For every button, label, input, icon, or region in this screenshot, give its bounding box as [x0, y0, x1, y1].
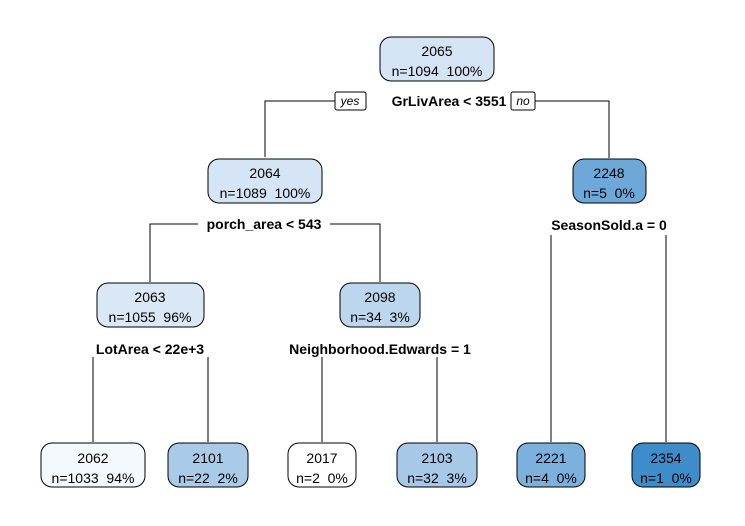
leaf-3-value: 2017: [306, 450, 337, 466]
node-left-left-box: [96, 282, 205, 328]
leaf-2-box: [167, 442, 249, 488]
no-label: no: [516, 94, 530, 108]
leaf-2-value: 2101: [192, 450, 223, 466]
tree-edges: [92, 100, 667, 442]
node-left-right-value: 2098: [364, 289, 395, 305]
leaf-5-stats: n=4 0%: [525, 470, 577, 486]
yes-label: yes: [340, 94, 360, 108]
node-right-box: [572, 158, 647, 204]
leaf-6-value: 2354: [650, 450, 681, 466]
node-right-stats: n=5 0%: [583, 185, 635, 201]
leaf-2: 2101 n=22 2%: [167, 442, 249, 488]
split-left-left-label: LotArea < 22e+3: [96, 341, 204, 357]
leaf-4: 2103 n=32 3%: [396, 442, 478, 488]
node-right-value: 2248: [593, 165, 624, 181]
node-left-stats: n=1089 100%: [220, 185, 311, 201]
node-left-left-value: 2063: [134, 289, 165, 305]
node-root-stats: n=1094 100%: [392, 63, 483, 79]
leaf-4-stats: n=32 3%: [407, 470, 467, 486]
node-left-right-stats: n=34 3%: [350, 309, 410, 325]
split-left-right-label: Neighborhood.Edwards = 1: [289, 341, 471, 357]
node-root-value: 2065: [421, 43, 452, 59]
edge-root-no: [535, 100, 610, 158]
leaf-5: 2221 n=4 0%: [516, 442, 586, 488]
leaf-6-stats: n=1 0%: [640, 470, 692, 486]
node-left-left: 2063 n=1055 96%: [96, 282, 205, 328]
leaf-4-value: 2103: [421, 450, 452, 466]
leaf-3-box: [287, 442, 357, 488]
leaf-3-stats: n=2 0%: [296, 470, 348, 486]
node-left-left-stats: n=1055 96%: [109, 309, 192, 325]
leaf-5-value: 2221: [535, 450, 566, 466]
leaf-2-stats: n=22 2%: [178, 470, 238, 486]
edge-left-no: [330, 223, 381, 282]
leaf-3: 2017 n=2 0%: [287, 442, 357, 488]
leaf-1-value: 2062: [77, 450, 108, 466]
leaf-6: 2354 n=1 0%: [631, 442, 701, 488]
node-left-value: 2064: [249, 165, 280, 181]
leaf-1-box: [40, 442, 146, 488]
node-left-right: 2098 n=34 3%: [339, 282, 421, 328]
leaf-5-box: [516, 442, 586, 488]
node-root-box: [379, 36, 495, 82]
split-root-label: GrLivArea < 3551: [392, 93, 507, 109]
leaf-6-box: [631, 442, 701, 488]
edge-root-yes: [264, 100, 335, 157]
leaf-1: 2062 n=1033 94%: [40, 442, 146, 488]
node-left-right-box: [339, 282, 421, 328]
leaf-1-stats: n=1033 94%: [52, 470, 135, 486]
yes-tag: yes: [334, 91, 367, 111]
split-right-label: SeasonSold.a = 0: [551, 217, 667, 233]
node-left-box: [207, 158, 323, 204]
no-tag: no: [510, 91, 536, 111]
node-right: 2248 n=5 0%: [572, 158, 647, 204]
node-root: 2065 n=1094 100%: [379, 36, 495, 82]
leaf-4-box: [396, 442, 478, 488]
edge-left-yes: [149, 223, 198, 282]
node-left: 2064 n=1089 100%: [207, 158, 323, 204]
split-left-label: porch_area < 543: [207, 216, 322, 232]
